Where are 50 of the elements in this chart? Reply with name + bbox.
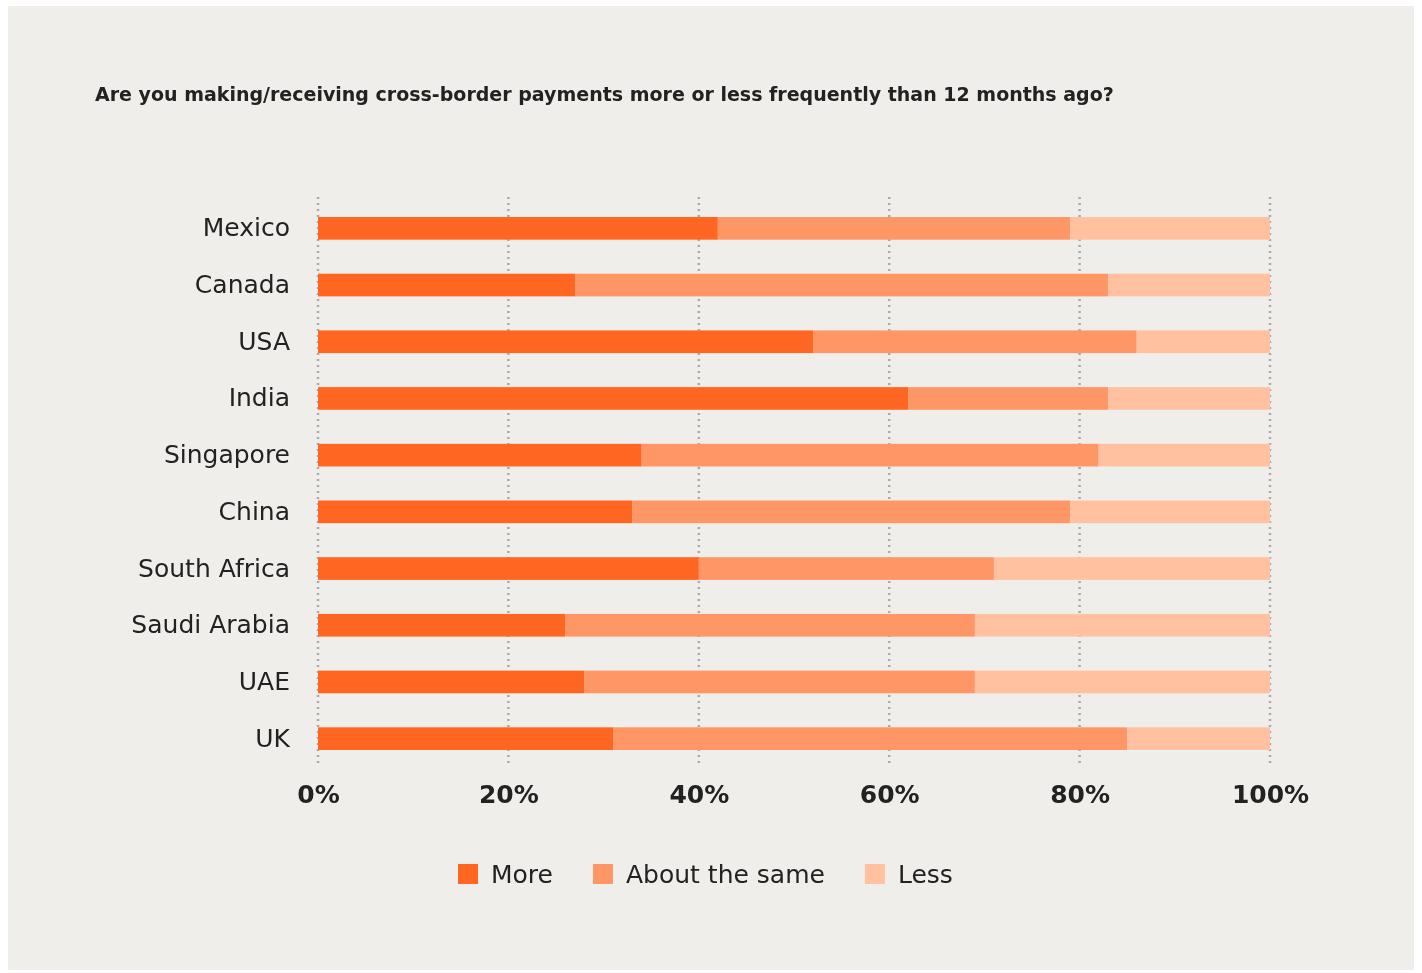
legend-label: More — [491, 860, 553, 889]
bar — [993, 557, 1270, 580]
bar — [632, 500, 1071, 524]
y-tick-label: UAE — [238, 666, 290, 696]
y-tick-label: China — [218, 496, 290, 526]
bar — [813, 330, 1137, 354]
y-tick-label: Mexico — [202, 213, 290, 243]
bar — [1098, 443, 1270, 467]
bar — [1070, 500, 1270, 524]
bar — [1108, 387, 1270, 410]
bar — [318, 217, 718, 240]
bar — [318, 500, 633, 524]
x-tick-label: 40% — [669, 779, 730, 809]
y-tick-label: USA — [238, 326, 290, 356]
bar — [565, 613, 975, 637]
y-tick-label: South Africa — [138, 553, 290, 583]
y-tick-label: India — [228, 383, 290, 413]
bar — [318, 443, 642, 467]
bar — [974, 670, 1270, 694]
bar — [1136, 330, 1270, 354]
bar — [584, 670, 975, 694]
bar — [1127, 727, 1270, 750]
x-tick-label: 100% — [1231, 779, 1310, 809]
chart-title: Are you making/receiving cross-border payments more or less frequently than 12 months ago? — [95, 83, 1114, 105]
bar — [318, 273, 576, 297]
y-tick-label: UK — [255, 723, 291, 753]
legend-label: Less — [897, 860, 953, 889]
bar — [613, 727, 1128, 750]
bar — [318, 557, 699, 580]
bar — [641, 443, 1099, 467]
bar — [974, 613, 1270, 637]
y-tick-label: Singapore — [163, 440, 290, 470]
bar — [318, 670, 585, 694]
legend-label: About the same — [625, 860, 825, 889]
bar — [318, 330, 814, 354]
y-tick-label: Saudi Arabia — [131, 610, 290, 640]
bar — [575, 273, 1109, 297]
bar — [318, 387, 909, 410]
bar — [1108, 273, 1270, 297]
y-tick-label: Canada — [194, 270, 290, 300]
bar — [1070, 217, 1270, 240]
x-tick-label: 80% — [1050, 779, 1111, 809]
x-tick-label: 20% — [478, 779, 539, 809]
bar — [318, 613, 566, 637]
bar — [698, 557, 994, 580]
bar — [908, 387, 1109, 410]
x-tick-label: 0% — [297, 779, 340, 809]
bar — [717, 217, 1071, 240]
x-tick-label: 60% — [859, 779, 920, 809]
bar — [318, 727, 614, 750]
